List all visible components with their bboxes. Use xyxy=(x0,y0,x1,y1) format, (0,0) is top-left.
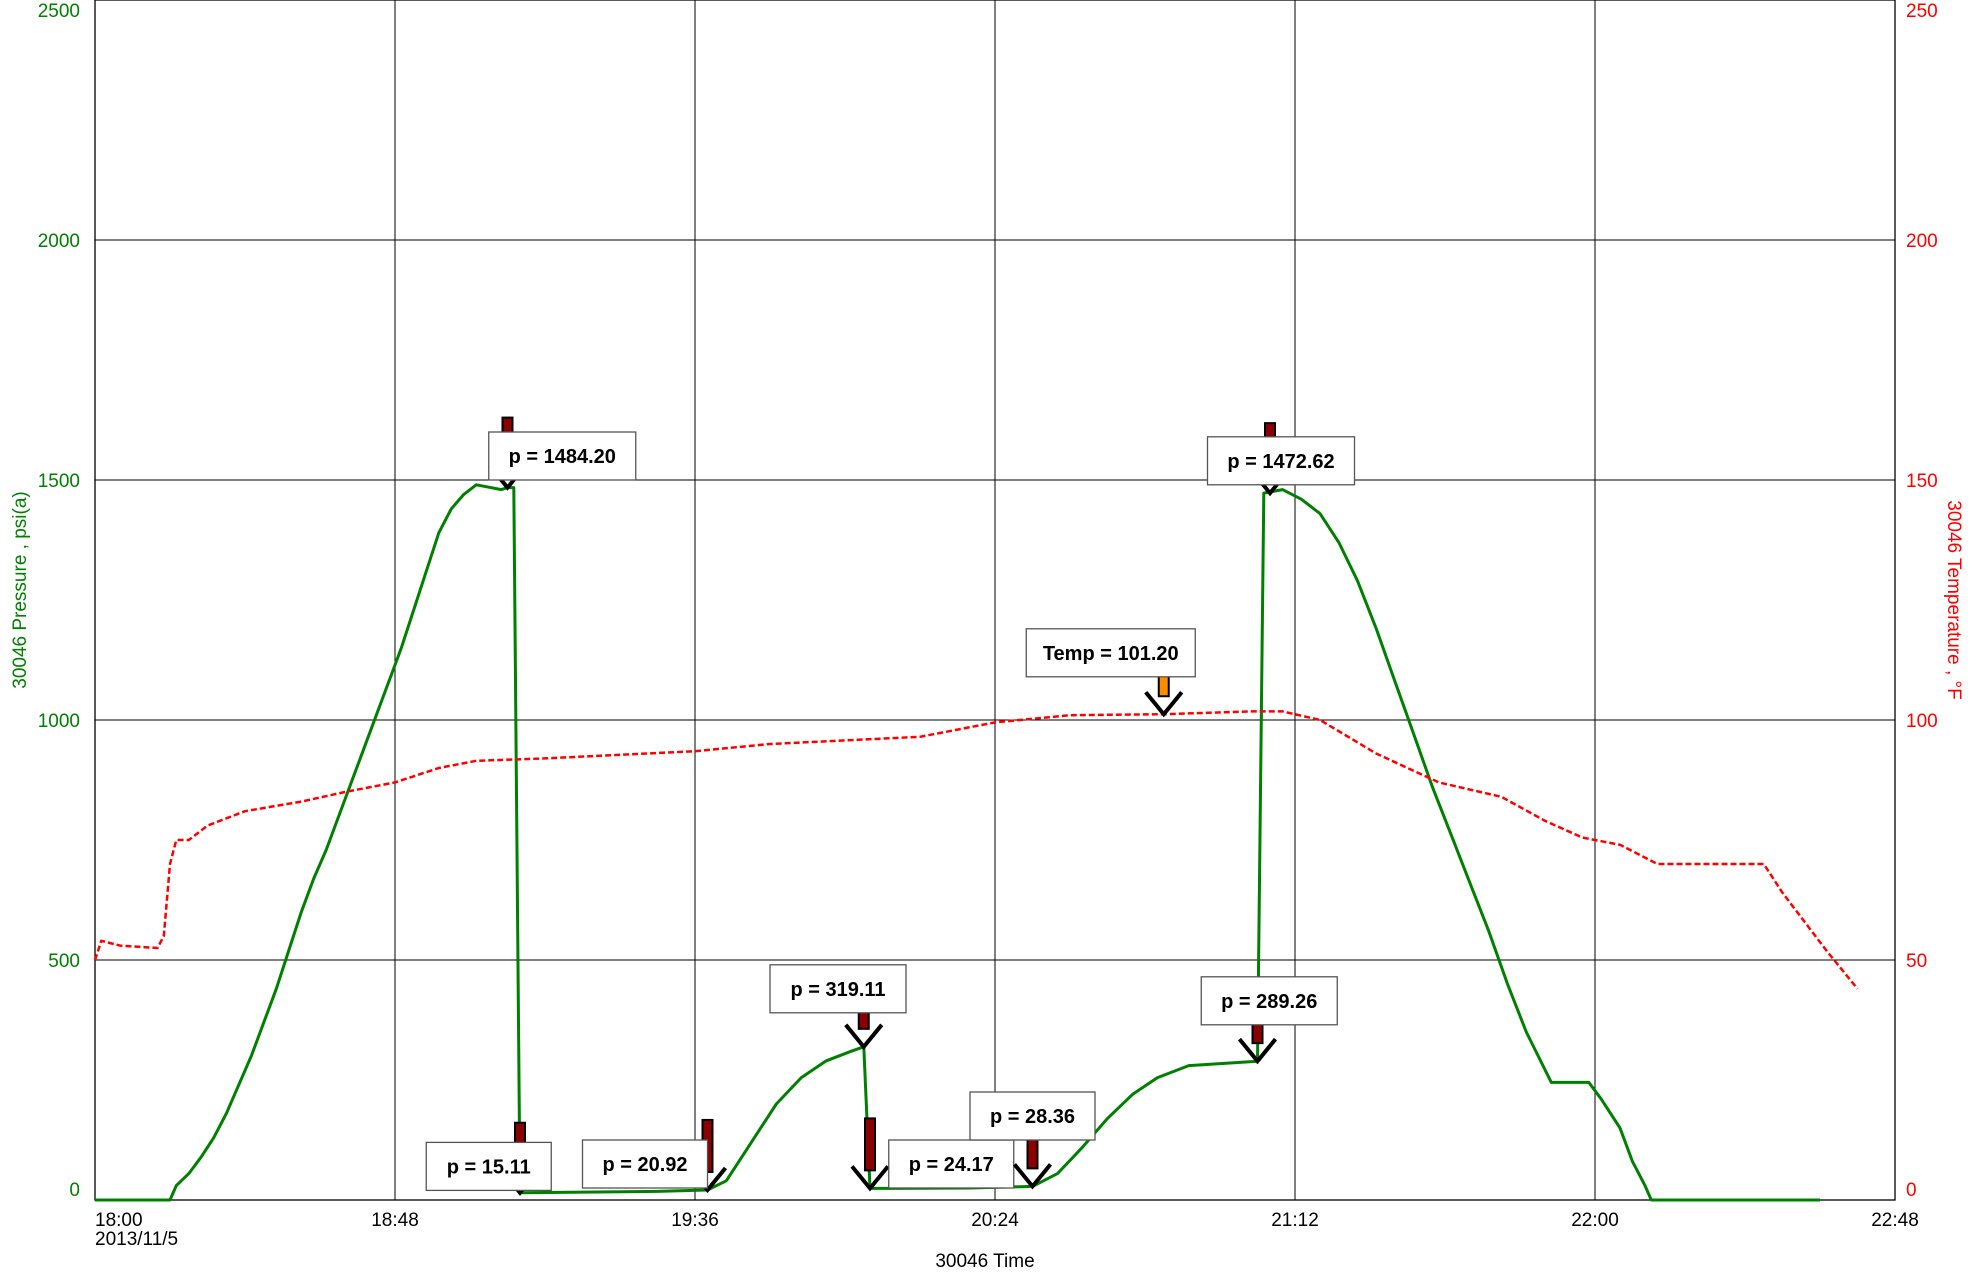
callout-label: p = 15.11 xyxy=(447,1156,531,1178)
callout-box xyxy=(969,1091,1096,1141)
pressure-series-line xyxy=(95,483,1820,1202)
x-tick-label: 22:48 xyxy=(1871,1210,1919,1231)
right-y-tick-label: 0 xyxy=(1906,1180,1917,1201)
callout-box xyxy=(769,964,907,1014)
callout-arrow-head xyxy=(1012,1163,1053,1190)
left-y-tick-label: 2500 xyxy=(38,1,80,22)
callout-arrow-head xyxy=(850,1165,890,1192)
grid xyxy=(94,0,1896,1201)
callout-arrow-head xyxy=(1144,690,1184,718)
right-y-tick-label: 200 xyxy=(1906,231,1938,252)
callout-label: p = 319.11 xyxy=(790,979,885,1001)
left-y-tick-label: 1000 xyxy=(38,711,80,732)
x-tick-label: 18:00 xyxy=(95,1210,143,1231)
callout-box xyxy=(888,1139,1015,1189)
temperature-series-line xyxy=(93,710,1859,990)
callout-label: p = 289.26 xyxy=(1221,991,1317,1013)
callout-label: p = 1484.20 xyxy=(509,446,616,468)
left-y-tick-label: 500 xyxy=(48,951,80,972)
right-y-tick-label: 250 xyxy=(1906,1,1938,22)
x-tick-label: 22:00 xyxy=(1571,1210,1619,1231)
callout-box xyxy=(1025,628,1196,678)
callout-box xyxy=(488,431,637,481)
left-y-axis-title: 30046 Pressure , psi(a) xyxy=(10,491,31,689)
callout-box xyxy=(581,1139,709,1189)
series-layer xyxy=(93,483,1859,1202)
x-axis-date-label: 2013/11/5 xyxy=(95,1229,178,1250)
left-y-tick-label: 2000 xyxy=(38,231,80,252)
callout-arrow-shaft xyxy=(864,1117,876,1172)
x-tick-label: 20:24 xyxy=(971,1210,1019,1231)
x-axis-title: 30046 Time xyxy=(935,1251,1034,1272)
callout-arrow-head xyxy=(1237,1037,1278,1065)
callout-arrow-head xyxy=(844,1023,884,1050)
callout-box xyxy=(1200,976,1338,1026)
right-y-axis-title: 30046 Temperature , °F xyxy=(1943,500,1964,699)
callout-label: p = 28.36 xyxy=(990,1106,1075,1128)
right-y-tick-label: 150 xyxy=(1906,471,1938,492)
right-y-tick-label: 50 xyxy=(1906,951,1927,972)
callout-box xyxy=(425,1141,552,1192)
right-y-tick-label: 100 xyxy=(1906,711,1938,732)
x-tick-label: 21:12 xyxy=(1271,1210,1319,1231)
annotation-layer: p = 1484.20 p = 1472.62 Temp = 101.20 p = 3… xyxy=(425,416,1356,1196)
callout-label: p = 24.17 xyxy=(909,1154,994,1176)
tick-labels: 18:00 18:48 19:36 20:24 21:12 22:00 22:4805001… xyxy=(38,1,1938,1231)
x-tick-label: 18:48 xyxy=(371,1210,419,1231)
callout-label: Temp = 101.20 xyxy=(1043,643,1179,665)
x-tick-label: 19:36 xyxy=(671,1210,719,1231)
left-y-tick-label: 1500 xyxy=(38,471,80,492)
callout-label: p = 1472.62 xyxy=(1227,451,1334,473)
left-y-tick-label: 0 xyxy=(69,1180,80,1201)
callout-label: p = 20.92 xyxy=(602,1154,687,1176)
callout-box xyxy=(1206,436,1356,486)
